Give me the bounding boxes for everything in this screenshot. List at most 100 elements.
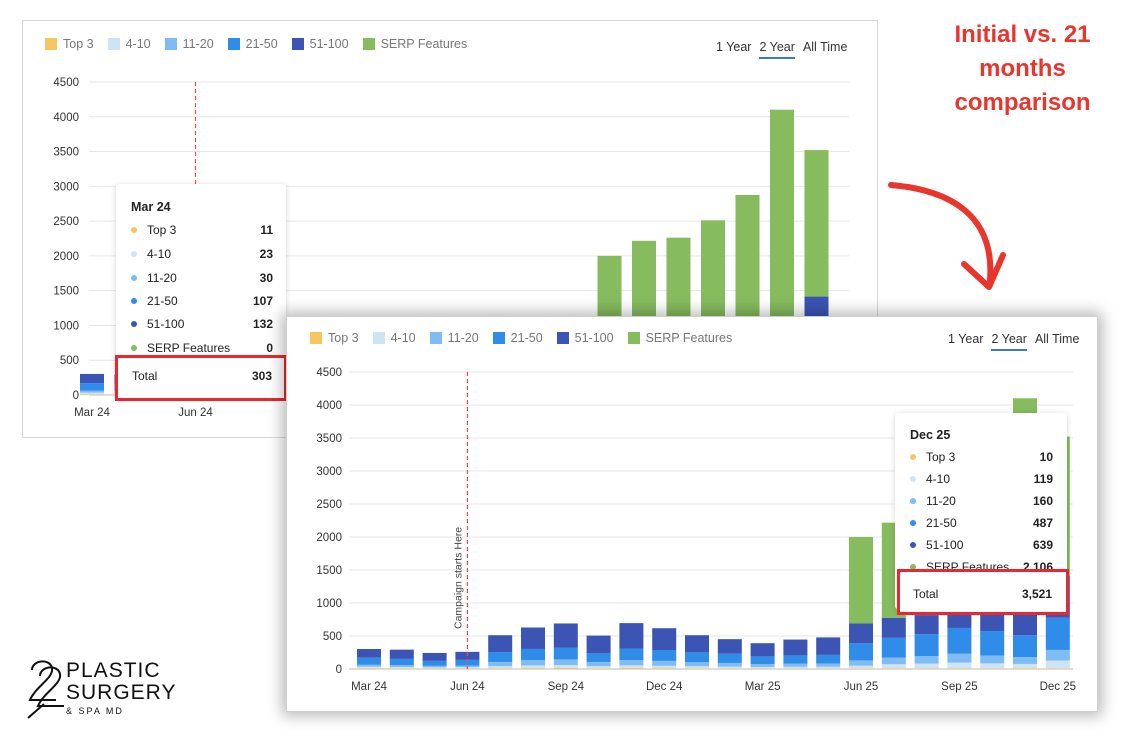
bar-segment	[685, 652, 709, 663]
legend-label: 51-100	[574, 331, 614, 345]
bar-segment	[750, 643, 775, 657]
bar-segment	[816, 637, 841, 655]
legend-item-21-50[interactable]: 21-50	[227, 37, 278, 51]
y-tick-label: 3500	[53, 147, 79, 159]
bar-segment	[685, 635, 709, 653]
tooltip-label: 21-50	[926, 516, 957, 530]
legend-swatch	[492, 332, 505, 344]
y-tick-label: 3000	[53, 181, 79, 193]
tooltip-row-11-20: 11-20 30	[116, 271, 286, 285]
dot-icon	[131, 275, 137, 281]
bar-segment	[849, 537, 873, 624]
legend-swatch	[429, 332, 442, 344]
legend-item-4-10[interactable]: 4-10	[372, 331, 416, 345]
x-tick-label: Dec 25	[1040, 681, 1076, 693]
dot-icon	[910, 476, 916, 482]
bar-segment	[947, 627, 972, 654]
bar-segment	[914, 663, 939, 669]
total-value: 303	[251, 369, 272, 383]
bar-segment	[619, 648, 644, 661]
bar-segment	[914, 655, 939, 664]
bar-segment	[652, 668, 677, 669]
bar-segment	[750, 668, 775, 669]
legend-item-11-20[interactable]: 11-20	[164, 37, 214, 51]
total-highlight-current: Total 3,521	[897, 569, 1069, 615]
legend-item-serp-features[interactable]: SERP Features	[362, 37, 468, 51]
legend-label: SERP Features	[380, 37, 468, 51]
range-2-year[interactable]: 2 Year	[991, 332, 1027, 351]
y-tick-label: 4500	[53, 77, 79, 89]
tooltip-label: 4-10	[147, 247, 172, 261]
legend-label: 11-20	[182, 37, 214, 51]
bar-segment	[783, 663, 808, 667]
bar-segment	[80, 392, 104, 395]
bar-segment	[553, 623, 578, 648]
bar-segment	[80, 383, 104, 391]
x-tick-label: Mar 24	[74, 407, 110, 419]
logo-text: PLASTIC SURGERY	[66, 660, 176, 704]
bar-segment	[80, 390, 104, 393]
tooltip-row-serp: SERP Features 0	[116, 341, 286, 355]
bar-segment	[521, 627, 545, 649]
bar-segment	[488, 668, 513, 669]
tooltip-label: 11-20	[147, 271, 177, 285]
bar-segment	[914, 634, 939, 656]
tooltip-label: 4-10	[926, 472, 951, 486]
legend-item-21-50[interactable]: 21-50	[492, 331, 543, 345]
time-range-selector: 1 Year 2 Year All Time	[948, 332, 1079, 351]
bar-segment	[619, 665, 644, 669]
legend-swatch	[45, 38, 57, 50]
tooltip-value: 132	[252, 317, 273, 331]
legend-label: 21-50	[245, 37, 278, 51]
bar-segment	[389, 667, 414, 669]
legend-item-4-10[interactable]: 4-10	[107, 37, 151, 51]
legend-item-top3[interactable]: Top 3	[310, 331, 359, 345]
legend-label: Top 3	[63, 37, 94, 51]
range-1-year[interactable]: 1 Year	[948, 332, 984, 346]
y-tick-label: 500	[323, 631, 342, 643]
legend-item-top3[interactable]: Top 3	[45, 37, 94, 51]
bar-segment	[521, 648, 545, 661]
bar-segment	[619, 668, 644, 669]
tooltip-row-51-100: 51-100 132	[116, 317, 286, 331]
dot-icon	[910, 520, 916, 526]
range-1-year[interactable]: 1 Year	[716, 40, 752, 54]
bar-segment	[422, 667, 447, 669]
tooltip-row-51-100: 51-100 639	[895, 538, 1067, 552]
y-tick-label: 0	[73, 390, 79, 402]
range-all-time[interactable]: All Time	[802, 40, 848, 54]
tooltip-label: Top 3	[926, 450, 956, 464]
legend-item-11-20[interactable]: 11-20	[429, 331, 479, 345]
tooltip-label: 51-100	[147, 317, 185, 331]
bar-segment	[750, 663, 775, 667]
tooltip-value: 0	[266, 341, 273, 355]
y-tick-label: 1000	[53, 320, 79, 332]
legend-item-51-100[interactable]: 51-100	[291, 37, 349, 51]
legend-swatch	[627, 332, 640, 344]
bar-segment	[488, 666, 513, 669]
bar-segment	[849, 643, 873, 661]
comparison-annotation: Initial vs. 21 months comparison	[954, 21, 1091, 116]
chart-legend: Top 3 4-10 11-20 21-50 51-100 SERP Featu…	[45, 37, 467, 51]
x-tick-label: Jun 24	[178, 407, 213, 419]
tooltip-label: 21-50	[147, 294, 178, 308]
dot-icon	[910, 564, 916, 570]
time-range-selector: 1 Year 2 Year All Time	[716, 40, 847, 59]
bar-segment	[389, 668, 414, 669]
bar-segment	[652, 649, 677, 661]
bar-segment	[980, 663, 1005, 669]
legend-item-serp-features[interactable]: SERP Features	[627, 331, 732, 345]
range-2-year[interactable]: 2 Year	[759, 40, 795, 59]
bar-segment	[586, 666, 611, 669]
bar-segment	[804, 150, 829, 297]
dot-icon	[131, 321, 137, 327]
tooltip-row-top3: Top 3 11	[116, 223, 286, 237]
range-all-time[interactable]: All Time	[1034, 332, 1080, 346]
legend-item-51-100[interactable]: 51-100	[556, 331, 614, 345]
total-label: Total	[913, 587, 939, 601]
bar-segment	[357, 649, 381, 658]
legend-swatch	[372, 332, 385, 344]
legend-swatch	[310, 332, 322, 344]
bar-segment	[947, 668, 972, 669]
bar-segment	[357, 666, 381, 669]
